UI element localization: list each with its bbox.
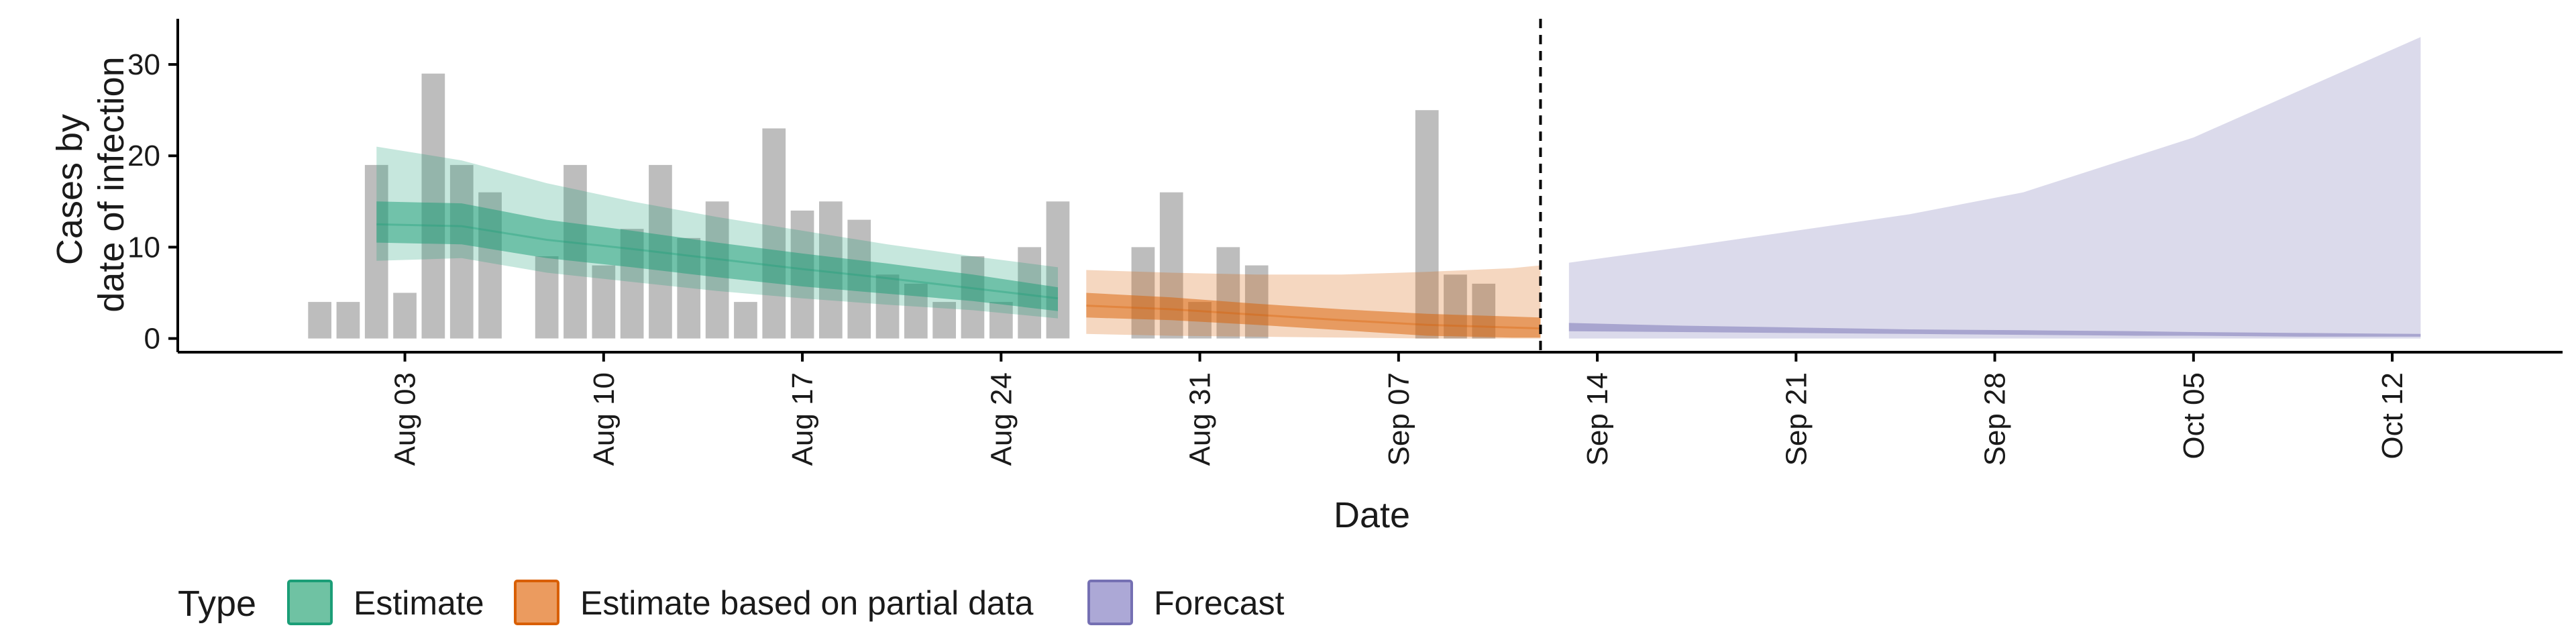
legend-swatch-estimate	[287, 580, 333, 625]
y-tick-label: 30	[127, 48, 160, 81]
case-bar	[762, 128, 786, 339]
case-bar	[1415, 110, 1439, 339]
forecast-band-50	[1568, 323, 2421, 337]
y-tick-label: 20	[127, 140, 160, 172]
y-axis-ticks: 0 10 20 30	[127, 48, 178, 356]
x-tick-label: Aug 24	[985, 372, 1018, 466]
partial-data-band-50	[1086, 292, 1541, 338]
legend-swatch-forecast	[1087, 580, 1133, 625]
x-tick-label: Aug 03	[389, 372, 422, 466]
case-bar	[535, 256, 559, 339]
estimate-band-50	[376, 201, 1058, 311]
x-tick-label: Sep 14	[1581, 372, 1614, 466]
legend-title: Type	[178, 584, 256, 624]
legend: Type Estimate Estimate based on partial …	[178, 580, 1285, 625]
legend-label-estimate: Estimate	[354, 584, 484, 622]
case-bar	[592, 265, 616, 339]
x-tick-label: Aug 31	[1184, 372, 1217, 466]
y-tick-label: 10	[127, 231, 160, 264]
y-axis-title: Cases by date of infection	[50, 56, 131, 312]
case-bar	[393, 292, 417, 339]
case-bar	[1131, 247, 1155, 339]
case-bar	[1046, 201, 1070, 339]
y-axis-title-line-2: date of infection	[91, 56, 131, 312]
x-tick-label: Oct 05	[2178, 372, 2210, 460]
x-tick-label: Aug 10	[588, 372, 621, 466]
x-tick-label: Aug 17	[786, 372, 819, 466]
case-bar	[734, 302, 757, 339]
x-tick-label: Sep 28	[1979, 372, 2012, 466]
case-bar	[308, 302, 331, 339]
x-tick-label: Sep 07	[1383, 372, 1415, 466]
estimate-bands	[376, 37, 2421, 339]
legend-label-partial: Estimate based on partial data	[580, 584, 1034, 622]
estimate-median-line	[376, 223, 1059, 300]
partial-data-median-line	[1086, 305, 1541, 330]
legend-label-forecast: Forecast	[1154, 584, 1285, 622]
case-bar	[364, 164, 388, 339]
case-bar	[989, 302, 1013, 339]
y-axis-title-line-1: Cases by	[50, 114, 90, 265]
x-tick-label: Oct 12	[2376, 372, 2409, 460]
x-tick-label: Sep 21	[1780, 372, 1813, 466]
case-bar	[1244, 265, 1269, 339]
legend-swatch-partial	[514, 580, 559, 625]
x-axis-ticks: Aug 03 Aug 10 Aug 17 Aug 24 Aug 31 Sep 07 Sep …	[389, 352, 2409, 466]
case-bar	[336, 302, 360, 339]
y-tick-label: 0	[144, 323, 160, 356]
case-bar	[449, 164, 474, 339]
forecast-band-90	[1568, 37, 2421, 339]
x-axis-title: Date	[1334, 495, 1410, 535]
case-bar	[932, 302, 956, 339]
